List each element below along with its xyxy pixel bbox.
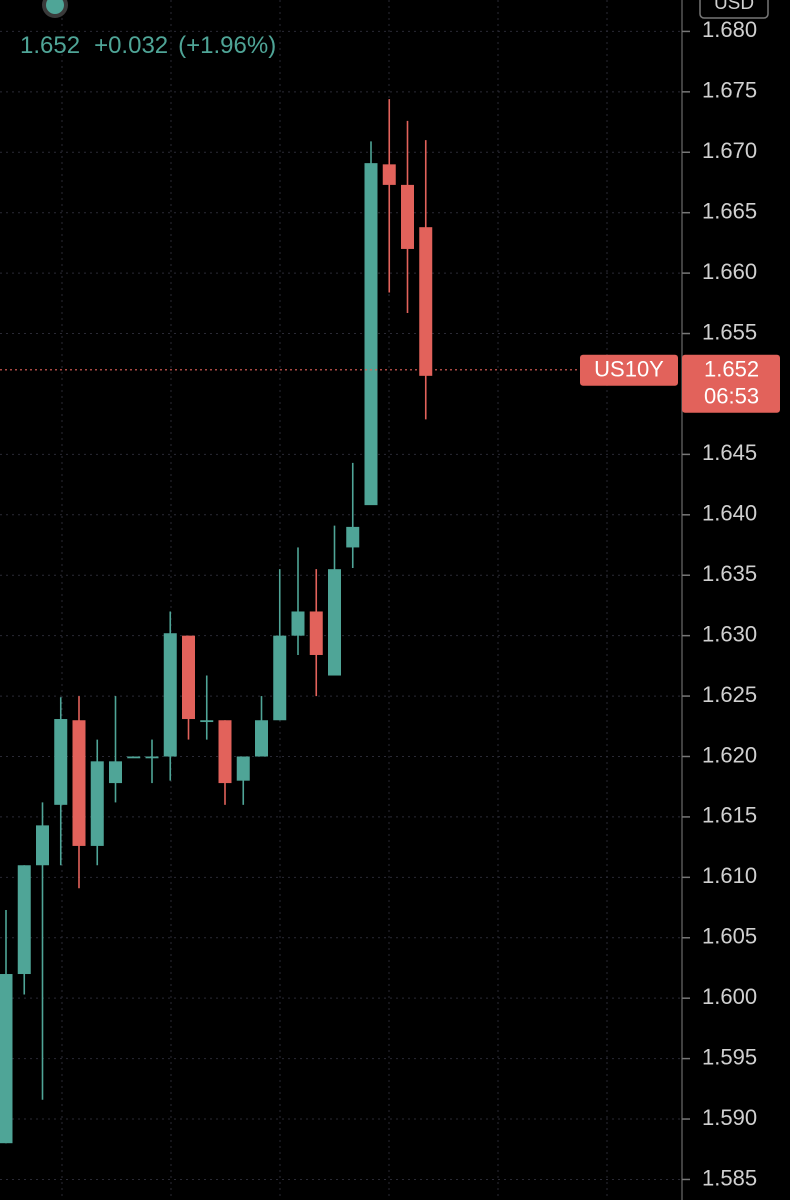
y-tick-label: 1.615 (702, 803, 757, 828)
y-tick-label: 1.640 (702, 501, 757, 526)
y-tick-label: 1.655 (702, 319, 757, 344)
price-axis: 1.585 1.590 1.595 1.600 1.605 1.610 1.615 1.620… (682, 17, 757, 1190)
candle-body (72, 720, 86, 846)
y-tick-label: 1.680 (702, 17, 757, 42)
header-price: 1.652 (20, 32, 80, 59)
currency: USD (714, 0, 754, 14)
countdown-label: 06:53 (704, 384, 759, 409)
y-tick-label: 1.600 (702, 984, 757, 1009)
y-tick-label: 1.595 (702, 1044, 757, 1069)
candle-body (109, 761, 122, 784)
candle-body (54, 719, 68, 805)
y-tick-label: 1.610 (702, 863, 757, 888)
currency-box[interactable] (699, 0, 769, 19)
symbol-tag (580, 354, 678, 386)
y-tick-label: 1.660 (702, 259, 757, 284)
candle-body (419, 227, 433, 376)
y-tick-label: 1.620 (702, 742, 757, 767)
candle-body (309, 611, 323, 655)
y-tick-label: 1.645 (702, 440, 757, 465)
candle-body (0, 974, 13, 1144)
y-tick-label: 1.585 (702, 1165, 757, 1190)
y-tick-label: 1.670 (702, 138, 757, 163)
header-change: +0.032 (94, 32, 168, 59)
candle-body (291, 611, 305, 636)
candle-body (236, 756, 250, 781)
candle-body (218, 720, 232, 784)
last-price-tag (682, 354, 780, 413)
y-tick-label: 1.605 (702, 924, 757, 949)
status-dot (46, 0, 64, 14)
candle-body (328, 569, 341, 676)
header-change-pct: (+1.96%) (178, 32, 276, 59)
y-tick-label: 1.590 (702, 1105, 757, 1130)
y-tick-label: 1.635 (702, 561, 757, 586)
header-quote: 1.652 +0.032 (+1.96%) (20, 32, 276, 59)
candle-body (364, 163, 378, 506)
candle-body (17, 865, 31, 975)
candles (0, 99, 433, 1144)
y-tick-label: 1.665 (702, 199, 757, 224)
candle-body (90, 761, 104, 846)
candle-body (255, 720, 268, 757)
candle-body (163, 633, 177, 757)
last-price-label: 1.652 (704, 357, 759, 382)
candle-body (346, 526, 360, 548)
y-tick-label: 1.675 (702, 78, 757, 103)
candle-body (145, 756, 159, 759)
candle-body (36, 825, 49, 866)
y-tick-label: 1.630 (702, 621, 757, 646)
y-tick-label: 1.625 (702, 682, 757, 707)
candle-body (200, 720, 214, 723)
candle-body (127, 756, 141, 759)
candle-body (273, 635, 287, 721)
candle-body (182, 635, 195, 720)
candle-body (382, 164, 396, 185)
symbol-label: US10Y (594, 357, 664, 382)
candle-body (401, 184, 414, 249)
